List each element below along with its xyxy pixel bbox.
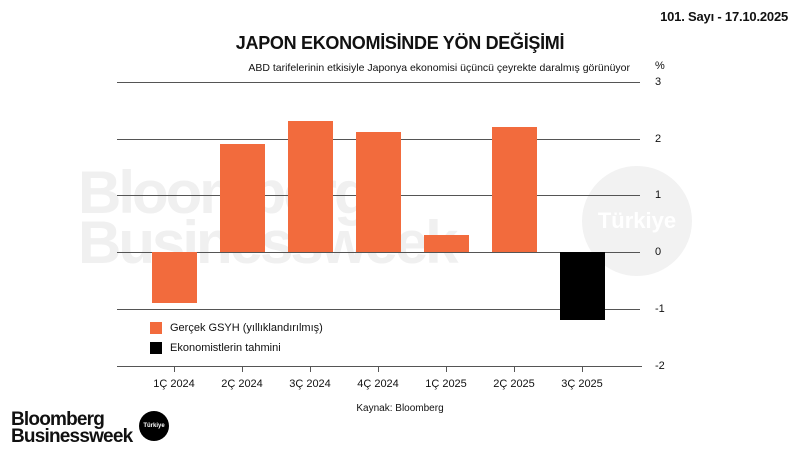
x-tick-label: 3Ç 2025	[561, 378, 603, 390]
bar	[423, 234, 469, 252]
x-tick	[514, 366, 515, 372]
bar	[355, 132, 401, 252]
x-axis	[117, 366, 642, 367]
legend-item-actual: Gerçek GSYH (yıllıklandırılmış)	[150, 318, 323, 338]
x-tick-label: 2Ç 2024	[221, 378, 263, 390]
bar	[287, 120, 333, 252]
y-tick-label: 2	[655, 133, 662, 145]
gridline-0	[117, 252, 640, 253]
legend-swatch-orange	[150, 322, 162, 334]
x-tick	[582, 366, 583, 372]
x-tick-label: 1Ç 2024	[153, 378, 195, 390]
chart-subtitle: ABD tarifelerinin etkisiyle Japonya ekon…	[248, 62, 630, 74]
gridline-minus-1	[117, 309, 640, 310]
issue-date: 101. Sayı - 17.10.2025	[660, 9, 788, 24]
x-tick-label: 4Ç 2024	[357, 378, 399, 390]
x-tick	[378, 366, 379, 372]
x-tick-label: 2Ç 2025	[493, 378, 535, 390]
legend-item-forecast: Ekonomistlerin tahmini	[150, 338, 323, 358]
source-note: Kaynak: Bloomberg	[356, 403, 444, 414]
bar	[219, 143, 265, 252]
bar	[491, 126, 537, 252]
legend-label: Gerçek GSYH (yıllıklandırılmış)	[170, 322, 323, 334]
y-tick-label: -2	[655, 360, 665, 372]
y-tick-label: -1	[655, 303, 665, 315]
x-tick	[242, 366, 243, 372]
bar	[559, 252, 605, 321]
legend-swatch-black	[150, 342, 162, 354]
x-tick-label: 1Ç 2025	[425, 378, 467, 390]
x-tick	[310, 366, 311, 372]
y-tick-label: 1	[655, 189, 662, 201]
logo-line-1: Bloomberg	[11, 409, 105, 430]
chart-title: JAPON EKONOMİSİNDE YÖN DEĞİŞİMİ	[235, 33, 565, 53]
bar	[151, 252, 197, 304]
y-axis-unit: %	[655, 60, 665, 72]
bloomberg-businessweek-logo: Bloomberg Businessweek	[11, 409, 133, 447]
legend: Gerçek GSYH (yıllıklandırılmış) Ekonomis…	[150, 318, 323, 358]
logo-line-2: Businessweek	[11, 426, 133, 447]
gridline-3	[117, 82, 640, 83]
y-tick-label: 3	[655, 76, 662, 88]
legend-label: Ekonomistlerin tahmini	[170, 342, 281, 354]
x-tick	[446, 366, 447, 372]
x-tick	[174, 366, 175, 372]
turkiye-badge: Türkiye	[139, 411, 169, 441]
x-tick-label: 3Ç 2024	[289, 378, 331, 390]
y-tick-label: 0	[655, 246, 662, 258]
